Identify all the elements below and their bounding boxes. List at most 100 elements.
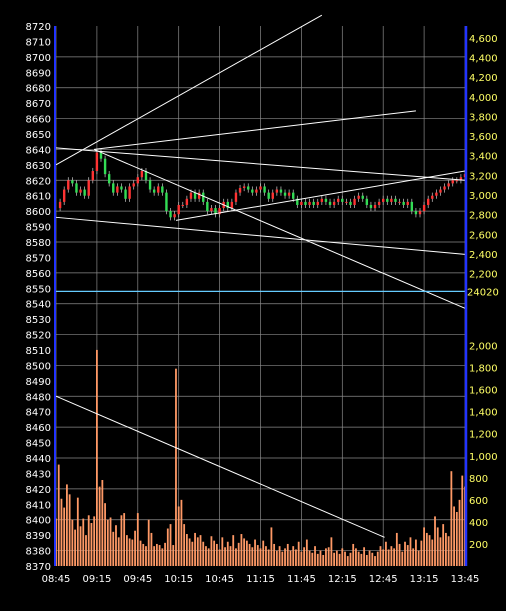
candle-body [206,201,209,212]
left-tick-label: 8500 [26,361,51,372]
right-price-tick-label: 2,400 [469,250,498,261]
right-axis-price-ticks: 2,200 2,400 2,600 2,800 3,000 3,200 3,400 3,600… [469,34,498,281]
volume-bar [237,542,240,566]
volume-bar [338,553,341,566]
candle-body [271,192,274,199]
candle-body [304,201,307,205]
volume-bar [235,548,237,566]
left-tick-label: 8700 [26,53,51,64]
left-tick-label: 8650 [26,130,51,141]
right-volume-tick-label: 800 [469,474,488,485]
left-tick-label: 8580 [26,238,51,249]
volume-bar [196,537,199,566]
volume-bar [183,524,186,566]
right-volume-tick-label: 1,000 [469,452,498,463]
volume-bar [128,538,131,566]
candle-body [316,201,319,205]
volume-bar [158,545,161,566]
volume-bar [245,540,248,566]
candle-body [173,214,176,218]
volume-bar [150,532,153,566]
volume-bar [57,464,60,566]
volume-bar [300,551,303,566]
volume-bar [71,519,74,566]
left-tick-label: 8480 [26,392,51,403]
candle-body [197,192,201,199]
volume-bar [292,546,295,566]
volume-bar [191,541,194,566]
volume-bar [240,534,243,566]
volume-bar [172,545,175,566]
candle-body [157,186,160,193]
candle-body [279,189,283,193]
candle-body [95,152,99,172]
candle-body [357,195,360,199]
left-tick-label: 8660 [26,115,51,126]
volume-bar [436,527,439,566]
candle-body [75,183,78,193]
left-tick-label: 8670 [26,99,51,110]
trend-line [55,147,466,181]
volume-bar [131,539,134,566]
x-tick-label: 10:15 [164,574,193,585]
volume-bar [248,543,251,566]
left-tick-label: 8550 [26,284,51,295]
left-tick-label: 8720 [26,22,51,33]
x-tick-label: 10:45 [205,574,234,585]
volume-bar [87,515,90,566]
candle-body [296,198,299,205]
volume-bar [368,550,371,566]
candle-body [459,177,463,181]
left-tick-label: 8610 [26,192,51,203]
volume-bar [262,540,265,566]
volume-bar [202,541,205,566]
volume-bar [221,537,224,566]
right-price-tick-label: 3,800 [469,112,498,123]
left-tick-label: 8570 [26,253,51,264]
volume-bar [442,524,445,566]
x-tick-label: 13:45 [451,574,480,585]
volume-bar [226,541,229,566]
volume-bar [346,556,349,566]
candle-body [181,204,184,206]
candle-body [136,177,139,184]
left-tick-label: 8400 [26,516,51,527]
left-tick-label: 8420 [26,485,51,496]
volume-bar [382,549,385,566]
volume-bar [349,552,352,566]
trend-line [93,148,466,309]
volume-bar [243,538,246,566]
volume-bar [180,499,183,566]
right-price-tick-label: 3,400 [469,152,498,163]
candle-body [263,186,266,193]
volume-bar [136,513,139,566]
volume-bar [360,553,363,566]
candle-body [361,195,364,199]
volume-bar [215,543,218,566]
volume-bar [333,552,336,566]
volume-bar [68,494,71,566]
candle-body [443,186,446,190]
volume-bar [385,541,387,566]
right-volume-tick-label: 600 [469,496,488,507]
right-axis-volume-ticks: 200 400 600 800 1,000 1,200 1,400 1,600 1,800 2,0… [469,342,498,551]
volume-bar [265,546,267,566]
candle-body [132,183,135,187]
volume-bar [453,506,455,566]
left-tick-label: 8640 [26,145,51,156]
candle-body [226,201,229,209]
candle-body [418,211,422,215]
volume-bar [387,549,390,566]
volume-bar [344,551,346,566]
volume-bar [205,546,207,566]
volume-bar [330,537,333,566]
volume-bar [327,547,330,566]
volume-bar [404,541,406,566]
left-tick-label: 8710 [26,37,51,48]
candle-body [292,192,295,199]
left-tick-label: 8630 [26,161,51,172]
volume-bar [461,475,464,566]
candle-body [140,171,144,178]
volume-bar [117,537,120,566]
volume-bar [104,503,106,566]
